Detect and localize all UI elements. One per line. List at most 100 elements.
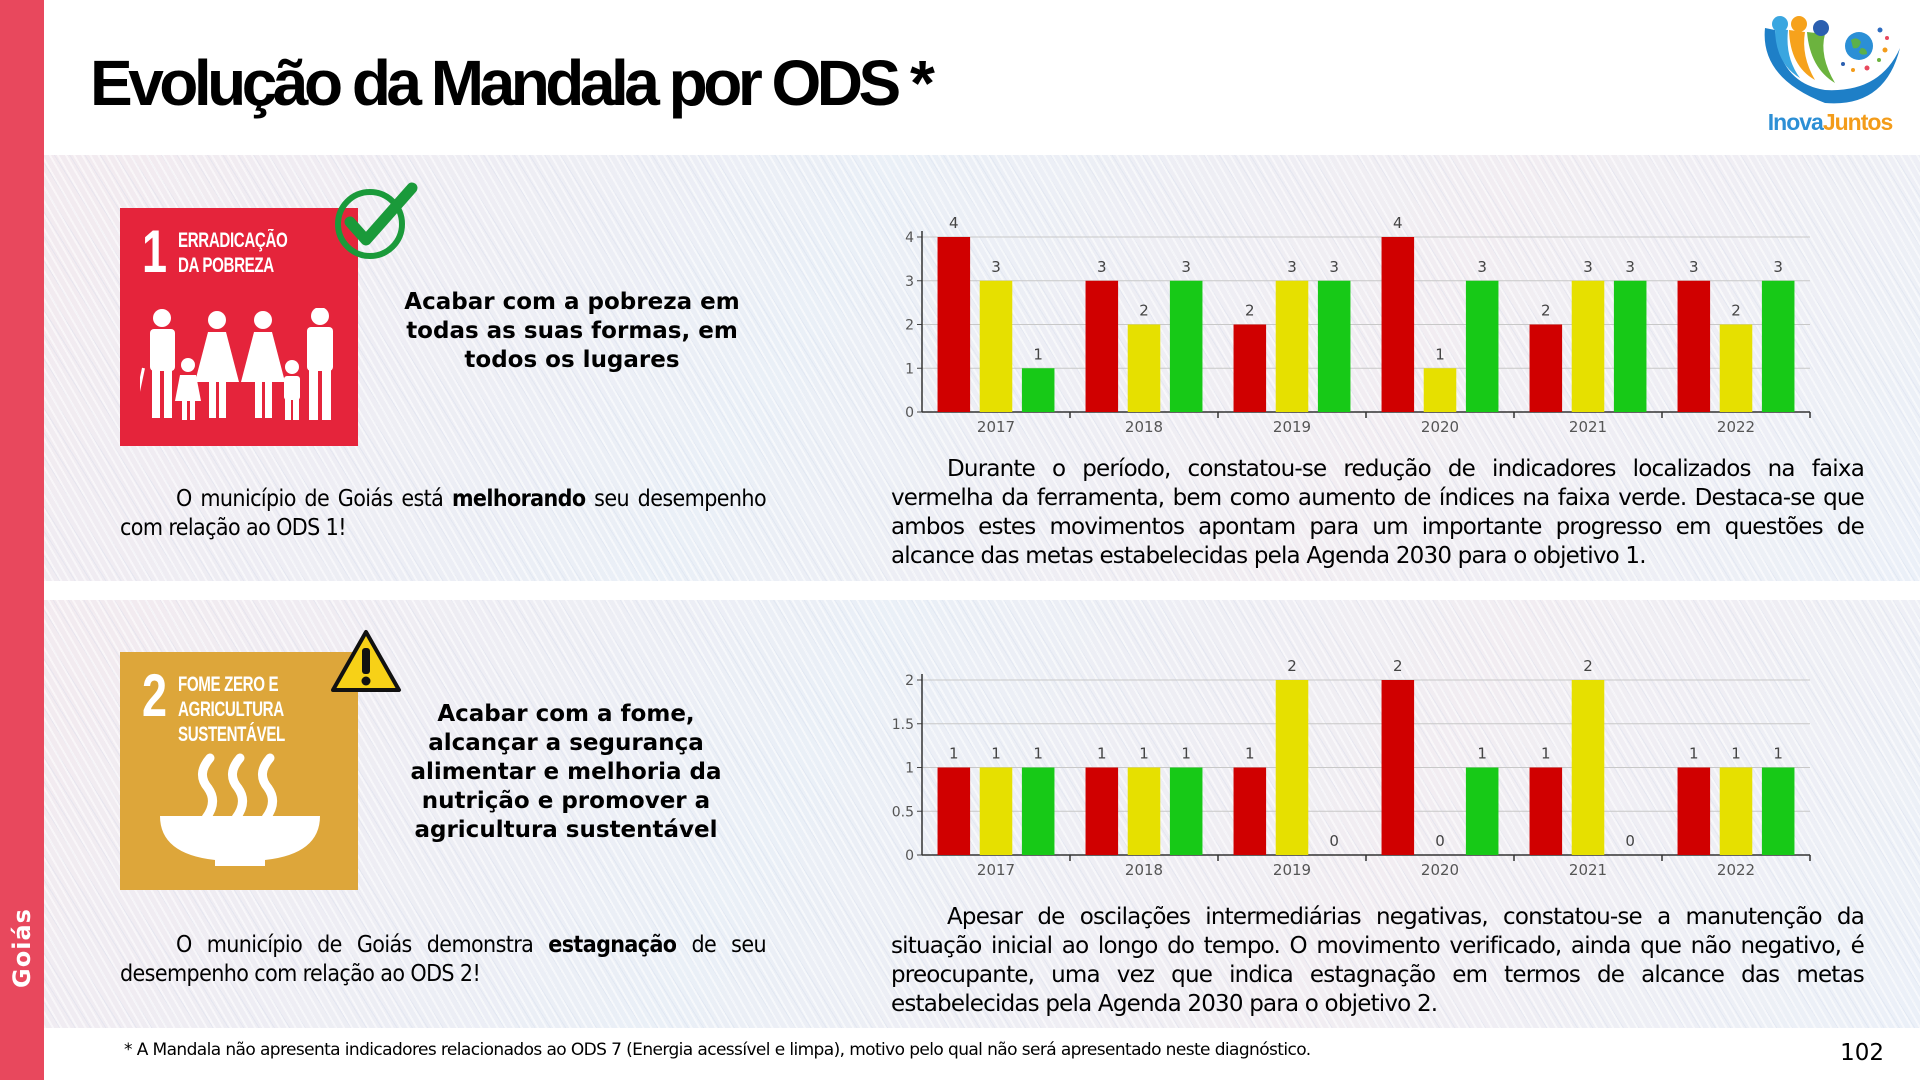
sdg2-analysis: Apesar de oscilações intermediárias nega… [891, 904, 1865, 1017]
bowl-icon [160, 753, 320, 866]
ods2-bar-chart: 0 0.5 1 1.5 2 2017 1 1 1 2018 1 1 1 2019 1 2 0 2020 2 0 1 202… [880, 648, 1820, 883]
x-tick-label: 2018 [1125, 861, 1163, 879]
y-tick-label: 0.5 [892, 804, 914, 820]
data-label: 2 [1245, 302, 1255, 320]
data-label: 2 [1287, 657, 1297, 675]
bar-amarelo-2020 [1423, 368, 1457, 412]
bar-amarelo-2019 [1275, 280, 1309, 412]
sidebar-accent [0, 0, 44, 1080]
data-label: 4 [949, 214, 959, 232]
bar-verde-2017 [1021, 767, 1055, 855]
x-tick-label: 2020 [1421, 861, 1459, 879]
bar-vermelho-2018 [1085, 280, 1119, 412]
bar-verde-2022 [1761, 280, 1795, 412]
bar-vermelho-2021 [1529, 767, 1563, 855]
bar-vermelho-2021 [1529, 324, 1563, 412]
data-label: 4 [1393, 214, 1403, 232]
sdg1-goal-text: Acabar com a pobreza em todas as suas fo… [404, 289, 740, 373]
sdg2-trend: estagnação [548, 932, 677, 958]
sdg2-tile: 2 FOME ZERO E AGRICULTURA SUSTENTÁVEL [120, 652, 358, 890]
bar-amarelo-2022 [1719, 767, 1753, 855]
sdg1-name: ERRADICAÇÃO DA POBREZA [178, 229, 288, 277]
y-tick-label: 1 [905, 761, 914, 777]
data-label: 3 [1477, 258, 1487, 276]
data-label: 2 [1583, 657, 1593, 675]
sdg1-verdict: O município de Goiás está melhorando seu… [120, 486, 767, 541]
data-label: 1 [991, 745, 1001, 763]
data-label: 3 [1773, 258, 1783, 276]
x-tick-label: 2020 [1421, 418, 1459, 436]
x-tick-label: 2019 [1273, 418, 1311, 436]
x-tick-label: 2019 [1273, 861, 1311, 879]
data-label: 3 [1583, 258, 1593, 276]
bar-amarelo-2021 [1571, 280, 1605, 412]
y-tick-label: 0 [905, 848, 914, 864]
y-tick-label: 3 [905, 274, 914, 290]
bar-verde-2020 [1465, 767, 1499, 855]
bar-vermelho-2020 [1381, 680, 1415, 855]
data-label: 3 [1625, 258, 1635, 276]
data-label: 3 [1329, 258, 1339, 276]
data-label: 1 [1245, 745, 1255, 763]
bar-amarelo-2021 [1571, 680, 1605, 855]
x-tick-label: 2018 [1125, 418, 1163, 436]
family-icon [140, 308, 333, 420]
sdg2-goal-text: Acabar com a fome, alcançar a segurança … [410, 701, 722, 843]
bar-amarelo-2017 [979, 767, 1013, 855]
x-tick-label: 2017 [977, 861, 1015, 879]
data-label: 1 [1181, 745, 1191, 763]
y-tick-label: 2 [905, 673, 914, 689]
bar-vermelho-2019 [1233, 324, 1267, 412]
data-label: 0 [1329, 832, 1339, 850]
bar-verde-2018 [1169, 767, 1203, 855]
data-label: 2 [1393, 657, 1403, 675]
x-tick-label: 2022 [1717, 418, 1755, 436]
data-label: 3 [1097, 258, 1107, 276]
bar-amarelo-2017 [979, 280, 1013, 412]
data-label: 1 [1033, 345, 1043, 363]
data-label: 3 [991, 258, 1001, 276]
bar-amarelo-2018 [1127, 324, 1161, 412]
ods1-bar-chart: 0 1 2 3 4 2017 4 3 1 2018 3 2 3 2019 2 3 3 2020 4 1 3 2021 2 3 3… [880, 205, 1820, 440]
sdg2-name: FOME ZERO E AGRICULTURA SUSTENTÁVEL [178, 673, 285, 746]
bar-verde-2022 [1761, 767, 1795, 855]
data-label: 1 [1139, 745, 1149, 763]
sdg1-number: 1 [142, 218, 168, 285]
sdg2-number: 2 [142, 662, 168, 729]
bar-vermelho-2018 [1085, 767, 1119, 855]
page-title: Evolução da Mandala por ODS * [90, 47, 935, 119]
data-label: 1 [1435, 345, 1445, 363]
data-label: 0 [1435, 832, 1445, 850]
sdg2-verdict: O município de Goiás demonstra estagnaçã… [120, 932, 767, 987]
data-label: 1 [1477, 745, 1487, 763]
bar-verde-2020 [1465, 280, 1499, 412]
x-tick-label: 2021 [1569, 418, 1607, 436]
check-icon [335, 182, 418, 259]
x-tick-label: 2017 [977, 418, 1015, 436]
bar-vermelho-2022 [1677, 767, 1711, 855]
x-tick-label: 2021 [1569, 861, 1607, 879]
bar-verde-2018 [1169, 280, 1203, 412]
page-number: 102 [1840, 1040, 1884, 1066]
bar-verde-2021 [1613, 280, 1647, 412]
y-tick-label: 1.5 [892, 717, 914, 733]
warning-icon [331, 630, 401, 692]
data-label: 1 [1097, 745, 1107, 763]
y-tick-label: 4 [905, 230, 914, 246]
logo-icon [1764, 16, 1900, 104]
data-label: 1 [949, 745, 959, 763]
chart-svg: 0 1 2 3 4 2017 4 3 1 2018 3 2 3 2019 2 3 3 2020 4 1 3 2021 2 3 3… [905, 214, 1811, 436]
data-label: 2 [1541, 302, 1551, 320]
data-label: 3 [1181, 258, 1191, 276]
bar-verde-2017 [1021, 368, 1055, 412]
bar-verde-2019 [1317, 280, 1351, 412]
y-tick-label: 1 [905, 361, 914, 377]
data-label: 1 [1033, 745, 1043, 763]
inova-juntos-logo: InovaJuntos [1755, 8, 1905, 136]
bar-vermelho-2020 [1381, 237, 1415, 412]
data-label: 1 [1689, 745, 1699, 763]
bar-amarelo-2019 [1275, 680, 1309, 855]
bar-amarelo-2018 [1127, 767, 1161, 855]
data-label: 1 [1541, 745, 1551, 763]
bar-vermelho-2022 [1677, 280, 1711, 412]
